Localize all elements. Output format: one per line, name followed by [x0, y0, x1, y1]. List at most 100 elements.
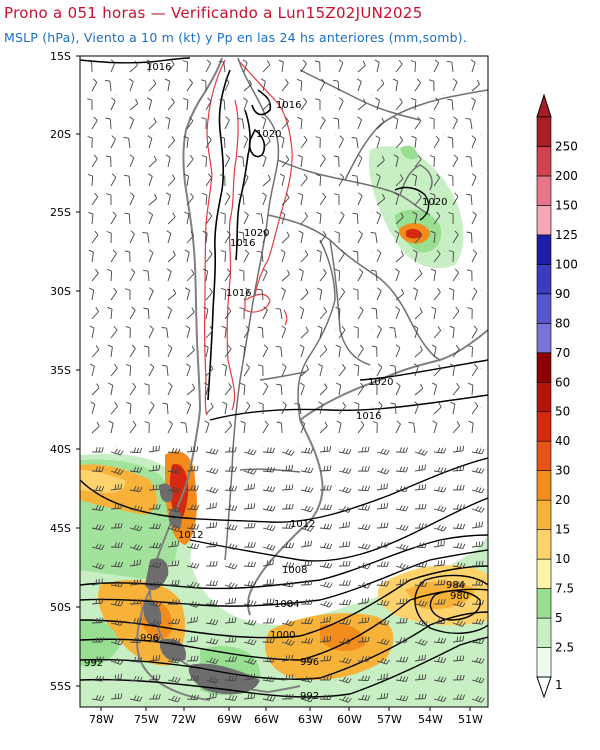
wind-barb-shaft: [167, 178, 176, 187]
wind-barb-feather: [481, 449, 485, 454]
wind-barb-feather: [400, 250, 404, 256]
wind-barb-feather: [139, 545, 143, 551]
colorbar-top-arrow: [536, 93, 552, 118]
wind-barb-shaft: [128, 176, 131, 187]
wind-barb-feather: [98, 617, 101, 623]
wind-barb-feather: [174, 560, 177, 566]
wind-barb-feather: [185, 287, 190, 291]
wind-barb-shaft: [110, 451, 121, 456]
wind-barb-feather: [219, 98, 225, 101]
wind-barb-feather: [342, 638, 346, 643]
wind-barb-feather: [418, 674, 421, 680]
wind-barb-feather: [304, 560, 307, 566]
wind-barb-feather: [367, 564, 371, 570]
wind-barb-shaft: [319, 272, 327, 282]
wind-barb-feather: [155, 601, 159, 607]
wind-barb-shaft: [471, 138, 477, 149]
wind-barb-feather: [454, 230, 459, 235]
wind-barb-feather: [95, 617, 98, 623]
wind-barb-feather: [478, 522, 480, 528]
wind-barb-feather: [405, 467, 409, 473]
wind-barb-feather: [294, 403, 300, 405]
wind-barb-shaft: [243, 488, 254, 491]
wind-barb-shaft: [414, 678, 426, 681]
wind-barb-feather: [139, 677, 143, 682]
wind-barb-feather: [348, 508, 352, 513]
wind-barb-feather: [240, 382, 246, 386]
colorbar-swatch: [536, 440, 552, 471]
wind-barb-feather: [242, 59, 248, 63]
wind-barb-feather: [130, 268, 136, 273]
wind-barb-shaft: [337, 81, 340, 92]
wind-barb-feather: [472, 211, 477, 216]
wind-barb-feather: [399, 617, 402, 624]
latitude-axis: 15S 20S 25S 30S 35S 40S 45S 50S 55S: [50, 50, 80, 693]
wind-barb-feather: [161, 327, 167, 329]
wind-barb-feather: [126, 401, 132, 405]
wind-barb-shaft: [205, 451, 216, 455]
wind-barb-feather: [93, 116, 98, 121]
wind-barb-feather: [434, 59, 440, 64]
wind-barb-shaft: [395, 157, 399, 168]
isobar-label: 1016: [226, 288, 251, 299]
wind-barb-feather: [250, 522, 253, 528]
wind-barb-feather: [171, 676, 175, 682]
wind-barb-feather: [155, 484, 158, 490]
wind-barb-shaft: [262, 102, 271, 111]
wind-barb-feather: [304, 173, 308, 179]
wind-barb-shaft: [129, 348, 136, 358]
wind-barb-feather: [117, 659, 121, 664]
wind-barb-feather: [139, 637, 143, 643]
wind-barb-feather: [303, 135, 308, 141]
wind-barb-shaft: [110, 270, 113, 282]
wind-barb-feather: [139, 467, 143, 473]
wind-barb-feather: [323, 581, 327, 587]
wind-barb-feather: [167, 344, 173, 349]
wind-barb-shaft: [338, 641, 349, 645]
wind-barb-shaft: [148, 469, 159, 472]
wind-barb-feather: [98, 544, 102, 550]
colorbar-swatch: [536, 264, 552, 295]
wind-barb-feather: [291, 641, 295, 646]
wind-barb-shaft: [243, 451, 254, 456]
wind-barb-shaft: [110, 385, 114, 396]
wind-barb-feather: [393, 116, 399, 120]
wind-barb-feather: [324, 383, 328, 389]
wind-barb-feather: [367, 544, 371, 550]
wind-barb-shaft: [471, 679, 482, 684]
wind-barb-shaft: [167, 527, 178, 532]
wind-barb-shaft: [471, 329, 478, 339]
wind-barb-feather: [231, 466, 234, 472]
wind-barb-shaft: [471, 176, 477, 187]
wind-barb-feather: [143, 307, 149, 310]
wind-barb-feather: [120, 620, 124, 626]
wind-barb-feather: [362, 60, 366, 66]
wind-barb-feather: [351, 174, 358, 177]
wind-barb-shaft: [243, 329, 250, 339]
wind-barb-feather: [411, 173, 417, 177]
wind-barb-feather: [358, 192, 363, 197]
wind-barb-feather: [94, 192, 99, 198]
wind-barb-shaft: [452, 366, 456, 377]
wind-barb-feather: [288, 450, 292, 455]
wind-barb-feather: [432, 382, 437, 386]
wind-barb-feather: [193, 582, 197, 588]
wind-barb-feather: [307, 657, 311, 663]
wind-barb-shaft: [147, 233, 150, 244]
wind-barb-feather: [177, 658, 181, 664]
wind-barb-feather: [345, 619, 349, 625]
wind-barb-feather: [437, 695, 441, 701]
wind-barb-shaft: [414, 120, 422, 130]
wind-barb-feather: [443, 540, 445, 546]
wind-barb-shaft: [376, 214, 382, 225]
wind-barb-feather: [106, 231, 112, 234]
wind-barb-feather: [418, 192, 422, 198]
wind-barb-feather: [247, 600, 251, 605]
wind-barb-feather: [158, 484, 161, 490]
wind-barb-feather: [310, 638, 314, 644]
wind-barb-feather: [190, 581, 194, 587]
wind-barb-feather: [177, 638, 181, 644]
wind-barb-shaft: [414, 451, 425, 456]
wind-barb-feather: [285, 693, 288, 700]
colorbar-swatch: [536, 293, 552, 324]
